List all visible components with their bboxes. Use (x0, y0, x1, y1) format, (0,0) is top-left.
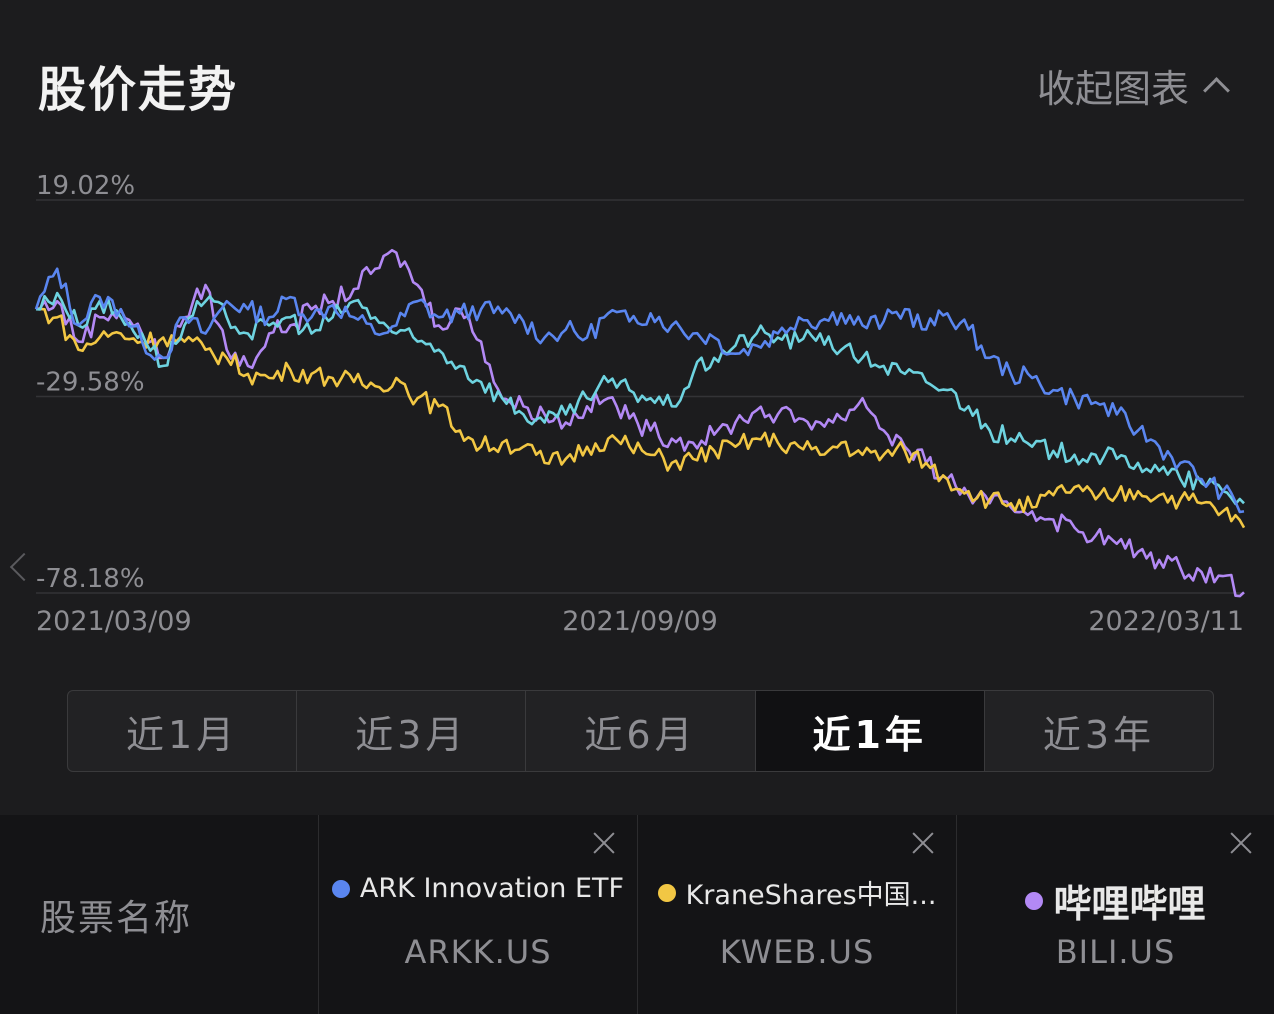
close-icon[interactable] (593, 831, 615, 853)
x-tick-label: 2021/09/09 (562, 606, 718, 637)
series-line (35, 307, 1246, 529)
x-tick-label: 2022/03/11 (1088, 606, 1244, 637)
stock-name: ARK Innovation ETF (319, 873, 637, 904)
stock-ticker: BILI.US (1055, 933, 1176, 971)
y-tick-label: -78.18% (36, 564, 145, 594)
tab-1-year[interactable]: 近1年 (755, 691, 985, 771)
chevron-up-icon (1203, 77, 1230, 104)
x-tick-label: 2021/03/09 (36, 606, 192, 637)
stock-comparison-table: 股票名称 ARK Innovation ETF ARKK.US KraneSha… (0, 815, 1274, 1014)
page-title: 股价走势 (38, 62, 239, 118)
series-color-dot (1025, 891, 1044, 910)
stock-name-text: ARK Innovation ETF (359, 873, 625, 904)
series-line (35, 291, 1245, 506)
close-icon[interactable] (912, 831, 934, 853)
stock-ticker: ARKK.US (404, 933, 552, 971)
series-line (34, 267, 1245, 514)
range-selector: 近1月 近3月 近6月 近1年 近3年 (67, 690, 1214, 772)
series-color-dot (657, 883, 676, 902)
stock-card-arkk[interactable]: ARK Innovation ETF ARKK.US (319, 815, 638, 1014)
stock-name-text: 哔哩哔哩 (1053, 882, 1206, 926)
stock-card-bili[interactable]: 哔哩哔哩 BILI.US (957, 815, 1274, 1014)
chart-canvas: 19.02% -29.58% -78.18% 2021/03/09 2021/09/09… (34, 171, 1246, 637)
y-tick-label: -29.58% (36, 368, 145, 398)
tab-3-years[interactable]: 近3年 (1042, 712, 1155, 757)
close-icon[interactable] (1230, 831, 1252, 853)
collapse-chart-button[interactable]: 收起图表 (1036, 58, 1230, 113)
tab-3-months[interactable]: 近3月 (297, 691, 527, 771)
series-color-dot (331, 879, 350, 898)
stock-name-text: KraneShares中国... (685, 880, 937, 911)
tab-1-month[interactable]: 近1月 (68, 691, 298, 771)
collapse-chart-label: 收起图表 (1036, 67, 1189, 111)
y-tick-label: 19.02% (36, 171, 135, 201)
stock-name: 哔哩哔哩 (957, 873, 1274, 928)
chevron-left-icon[interactable] (8, 547, 28, 587)
stock-card-kweb[interactable]: KraneShares中国... KWEB.US (638, 815, 957, 1014)
stock-name: KraneShares中国... (638, 873, 956, 912)
stock-chart[interactable]: 19.02% -29.58% -78.18% 2021/03/09 2021/09/09… (0, 150, 1274, 650)
tab-6-months[interactable]: 近6月 (526, 691, 756, 771)
stock-name-header: 股票名称 (0, 815, 319, 1014)
stock-ticker: KWEB.US (719, 933, 875, 971)
